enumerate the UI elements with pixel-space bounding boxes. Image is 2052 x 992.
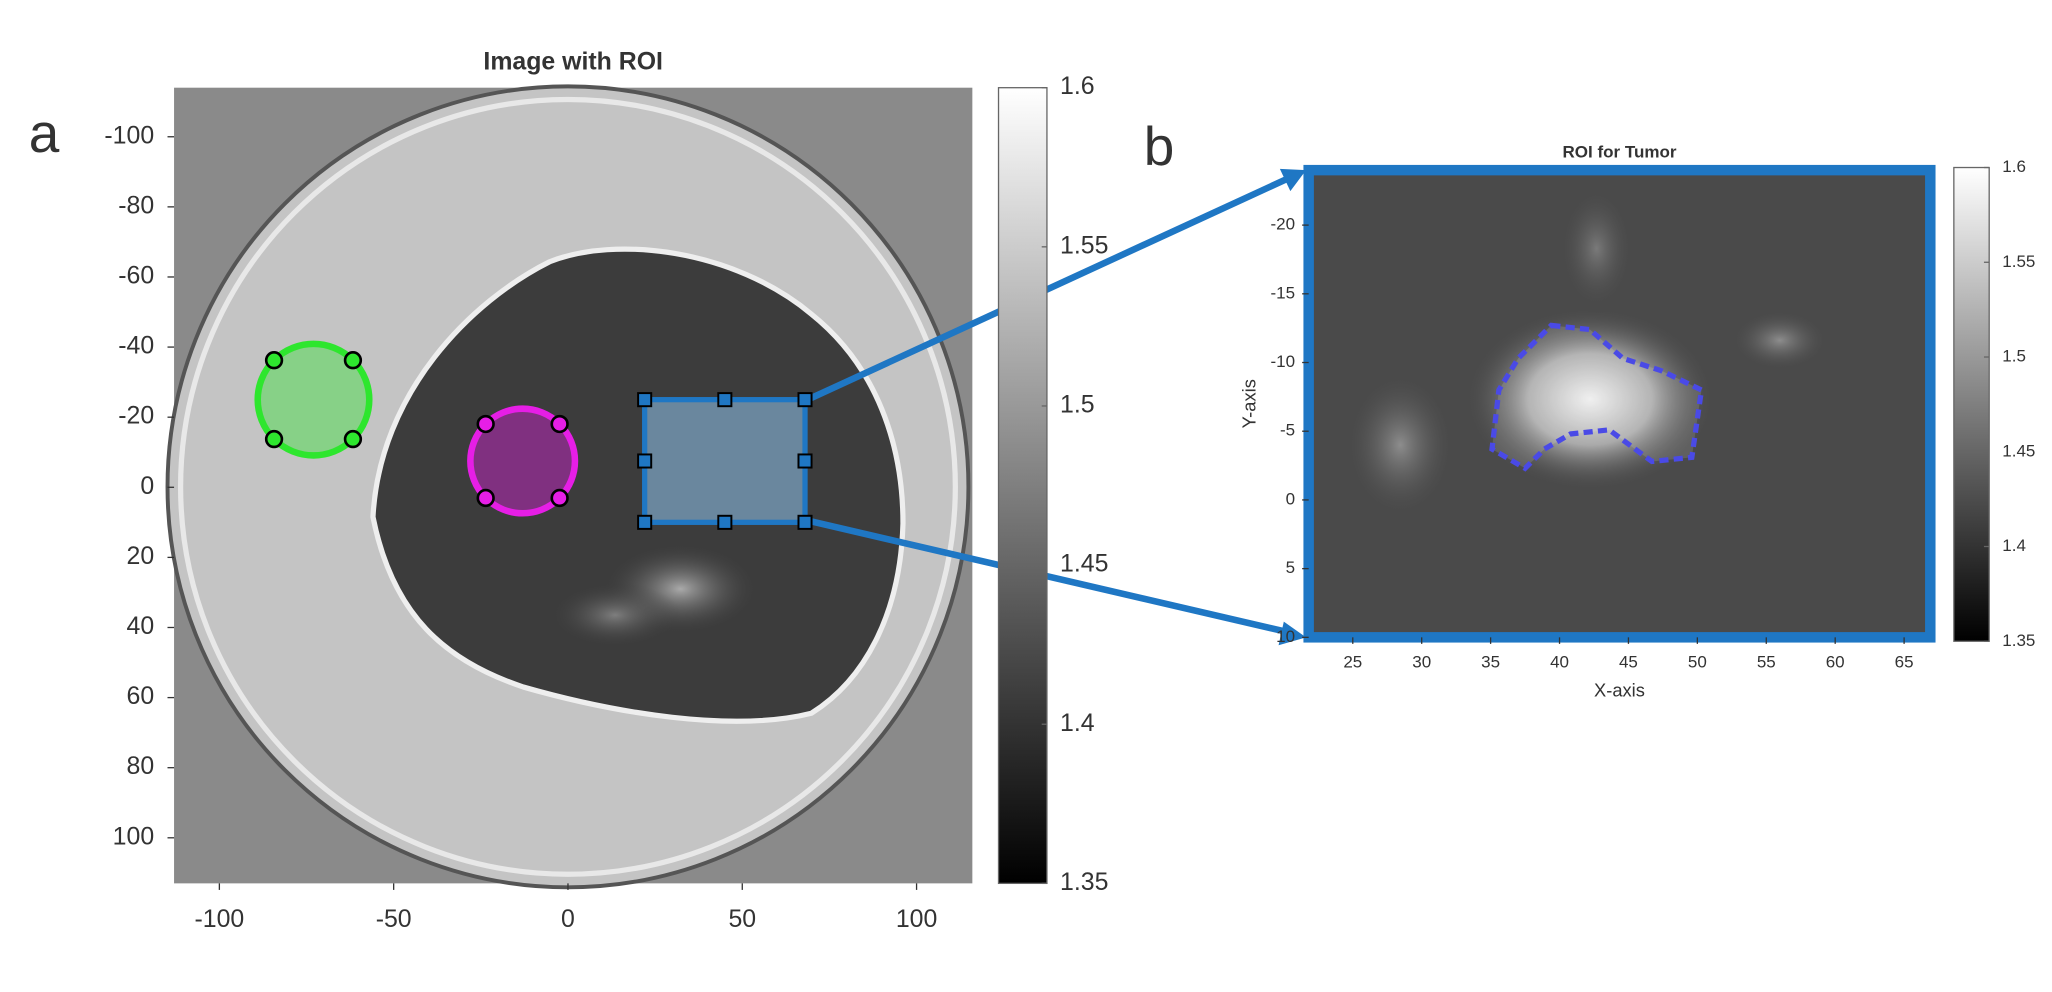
roi-polygon <box>1489 322 1705 472</box>
roi-handle <box>637 514 653 530</box>
x-axis-label: X-axis <box>1594 680 1645 701</box>
image-b <box>1303 164 1936 643</box>
colorbar-tick-label: 1.55 <box>1060 231 1108 259</box>
roi-circle <box>467 405 579 517</box>
y-tick-label: -10 <box>1270 352 1295 371</box>
x-tick-label: 35 <box>1481 652 1500 671</box>
roi-handle <box>797 514 813 530</box>
panel-label: a <box>29 102 60 164</box>
y-tick-label: 100 <box>113 822 154 850</box>
y-tick-label: 80 <box>127 752 155 780</box>
x-tick-label: -100 <box>194 905 244 933</box>
zoom-arrows <box>807 168 1307 646</box>
roi-handle <box>343 351 363 370</box>
y-tick-label: -100 <box>104 121 154 149</box>
y-tick-label: -40 <box>118 332 154 360</box>
x-tick-label: 30 <box>1412 652 1431 671</box>
colorbar-tick-label: 1.55 <box>2002 252 2035 271</box>
x-tick-label: 0 <box>561 905 575 933</box>
colorbar-tick-label: 1.6 <box>2002 157 2026 176</box>
y-tick-label: 0 <box>1286 489 1295 508</box>
roi-handle <box>717 514 733 530</box>
roi-handle <box>264 351 284 370</box>
colorbar-tick-label: 1.45 <box>2002 441 2035 460</box>
y-tick-label: 5 <box>1286 558 1295 577</box>
colorbar <box>1953 166 1990 642</box>
colorbar-tick-label: 1.45 <box>1060 550 1108 578</box>
roi-handle <box>637 392 653 408</box>
colorbar-tick-label: 1.5 <box>1060 391 1095 419</box>
x-tick-label: 100 <box>896 905 937 933</box>
x-tick-label: 40 <box>1550 652 1569 671</box>
y-tick-label: -20 <box>118 402 154 430</box>
x-tick-label: 25 <box>1343 652 1362 671</box>
y-tick-label: 0 <box>140 472 154 500</box>
x-tick-label: -50 <box>376 905 412 933</box>
x-tick-label: 60 <box>1826 652 1845 671</box>
y-tick-label: -15 <box>1270 283 1295 302</box>
x-tick-label: 45 <box>1619 652 1638 671</box>
y-tick-label: 40 <box>127 612 155 640</box>
colorbar-tick-label: 1.5 <box>2002 347 2026 366</box>
colorbar-tick-label: 1.35 <box>1060 868 1108 896</box>
y-tick-label: -80 <box>118 191 154 219</box>
y-tick-label: -60 <box>118 262 154 290</box>
y-axis-label: Y-axis <box>1239 379 1260 428</box>
panel-label: b <box>1144 115 1175 177</box>
colorbar-tick-label: 1.4 <box>1060 709 1095 737</box>
colorbar <box>997 87 1048 885</box>
y-tick-label: 20 <box>127 542 155 570</box>
y-tick-label: -20 <box>1270 215 1295 234</box>
x-tick-label: 65 <box>1895 652 1914 671</box>
x-tick-label: 55 <box>1757 652 1776 671</box>
roi-handle <box>637 453 653 469</box>
colorbar-tick-label: 1.6 <box>1060 72 1095 100</box>
colorbar-tick-label: 1.4 <box>2002 536 2026 555</box>
roi-handle <box>264 429 284 449</box>
roi-circle <box>254 340 373 459</box>
roi-handle <box>550 488 569 508</box>
y-tick-label: 10 <box>1276 627 1295 646</box>
roi-handle <box>797 392 813 408</box>
y-tick-label: -5 <box>1280 421 1295 440</box>
colorbar-tick-label: 1.35 <box>2002 631 2035 650</box>
roi-handle <box>343 429 363 449</box>
roi-rectangle <box>642 397 808 525</box>
roi-handle <box>476 488 495 508</box>
y-tick-label: 60 <box>127 682 155 710</box>
x-tick-label: 50 <box>1688 652 1707 671</box>
roi-handle <box>797 453 813 469</box>
chart-title: Image with ROI <box>483 47 663 75</box>
chart-title: ROI for Tumor <box>1563 143 1677 162</box>
roi-handle <box>717 392 733 408</box>
x-tick-label: 50 <box>728 905 756 933</box>
roi-handle <box>550 414 569 434</box>
roi-handle <box>476 414 495 434</box>
